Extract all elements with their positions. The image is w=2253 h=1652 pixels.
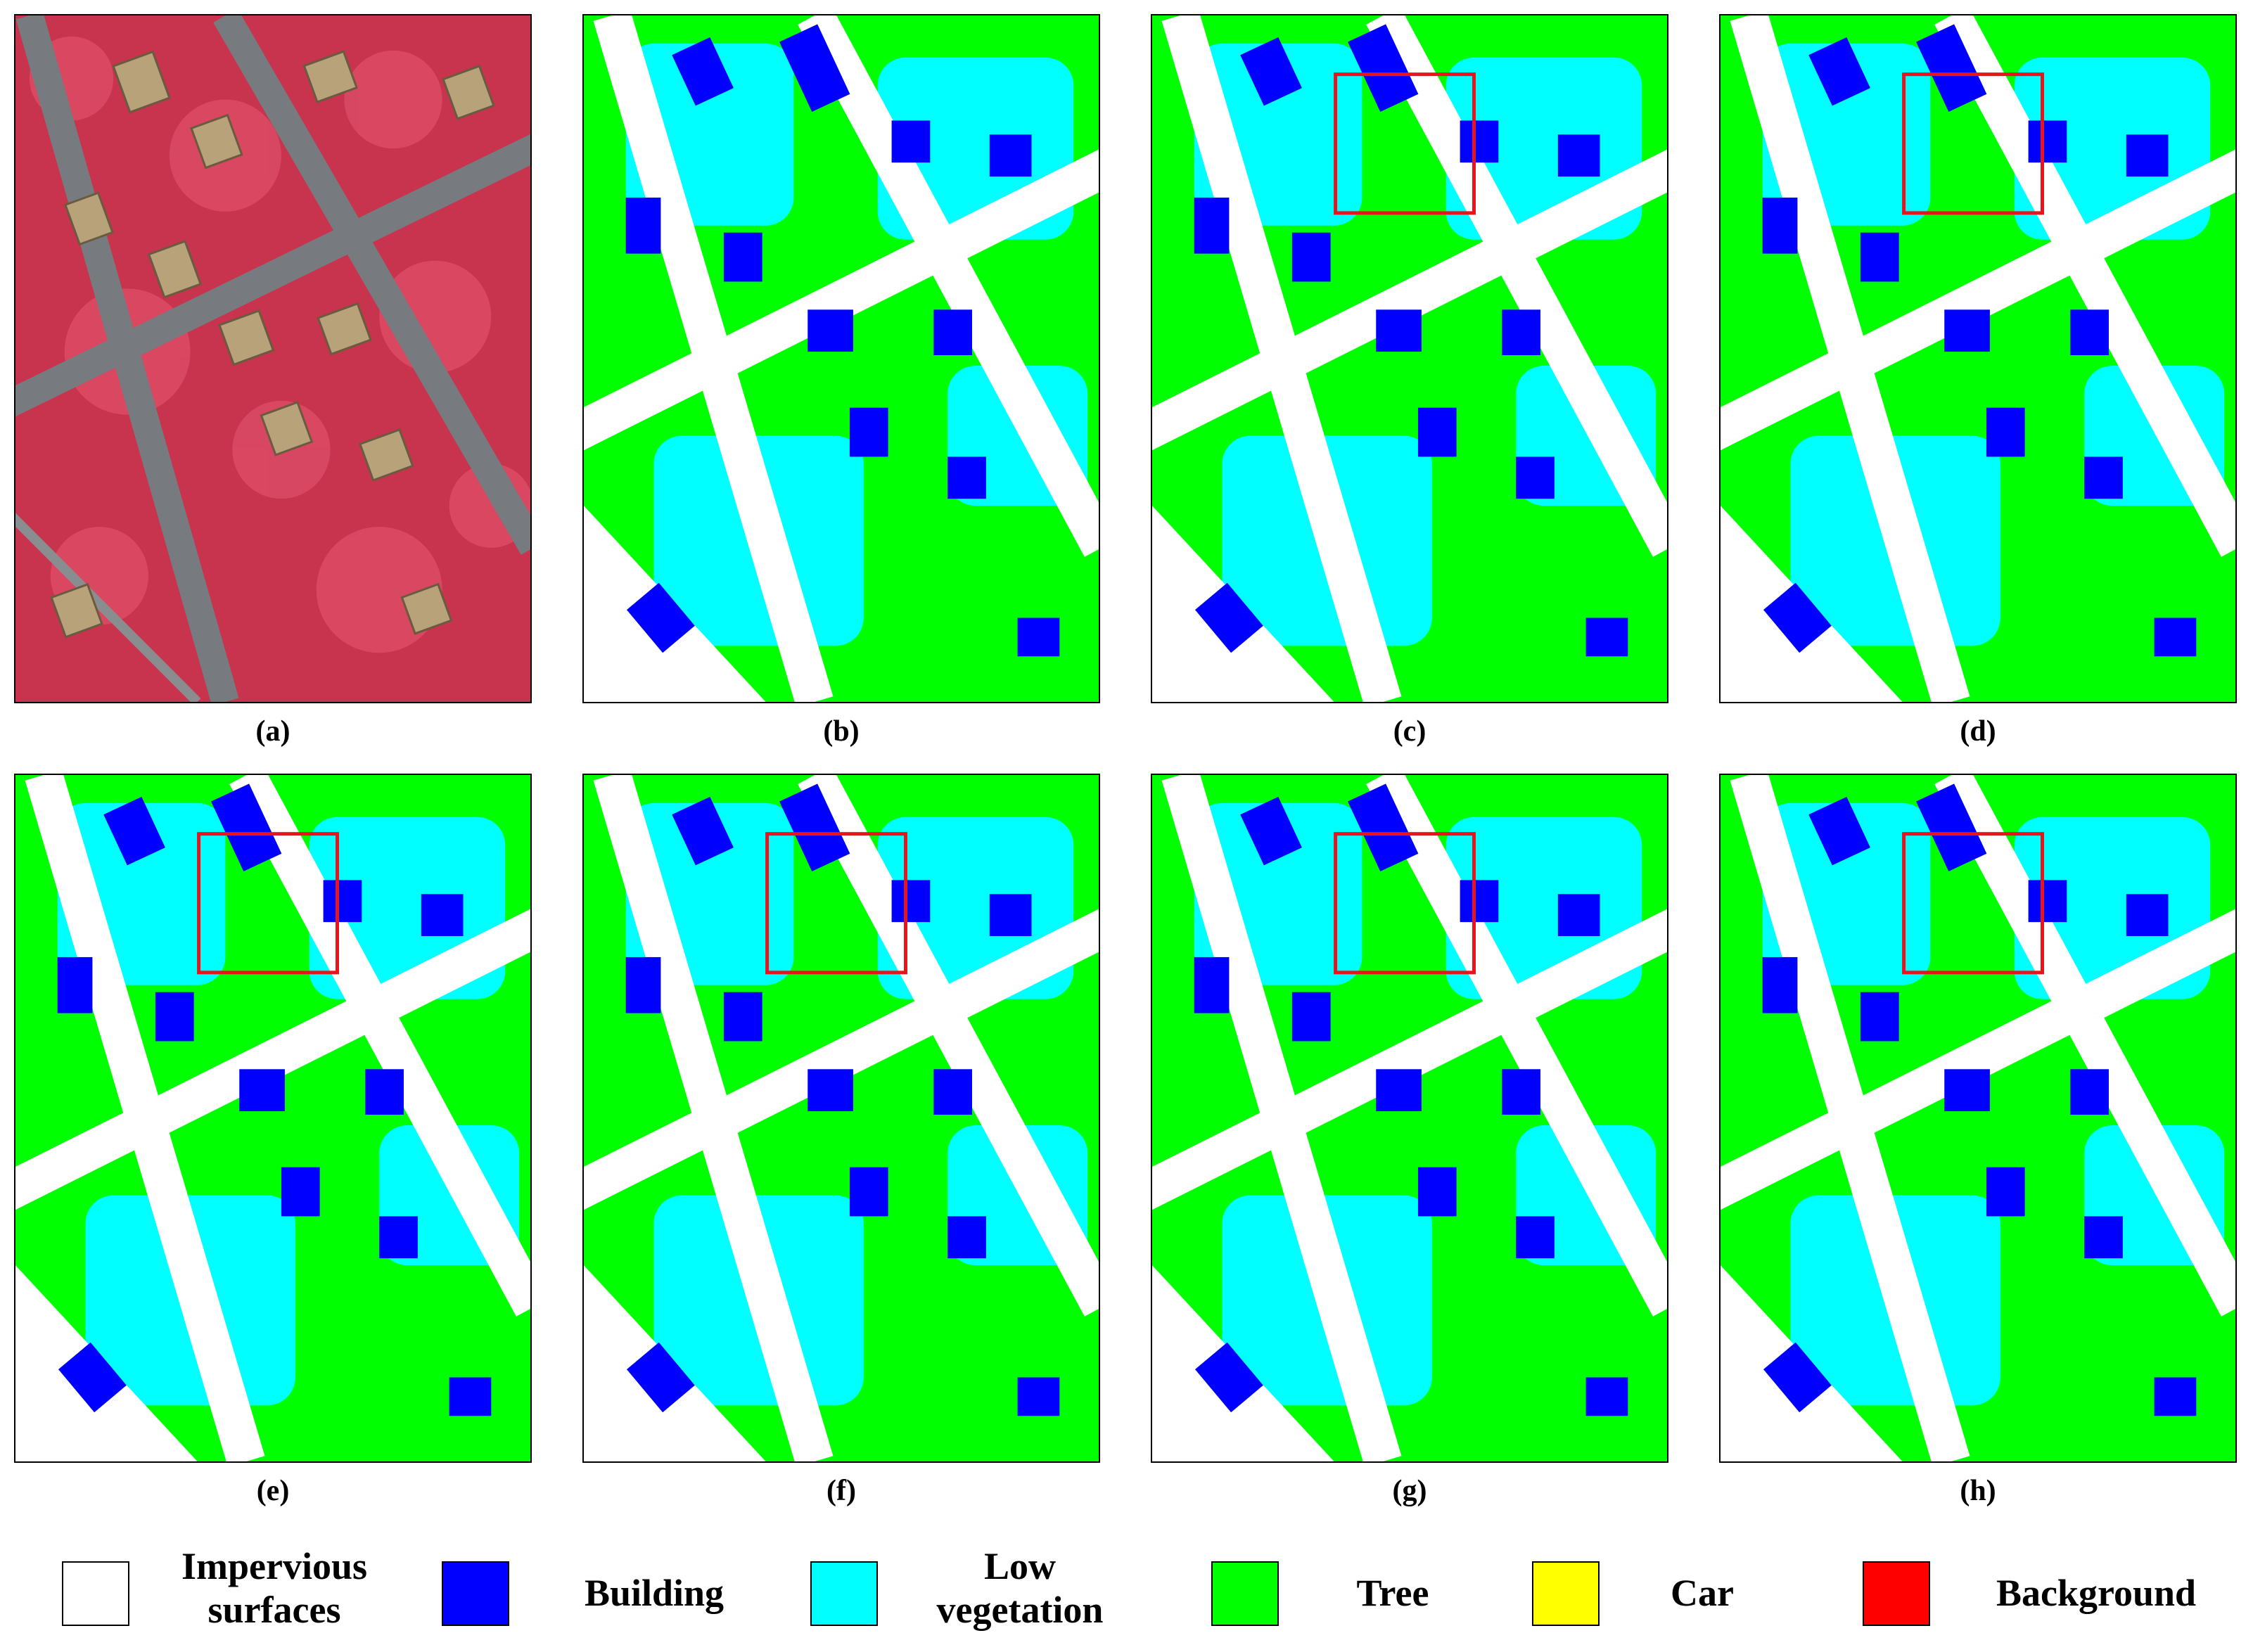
panel-f-segmentation-map bbox=[582, 774, 1100, 1463]
highlight-box bbox=[197, 832, 339, 975]
panel-caption: (e) bbox=[256, 1475, 290, 1507]
highlight-box bbox=[765, 832, 907, 975]
segmentation-map bbox=[584, 15, 1099, 702]
segmentation-map bbox=[1152, 775, 1667, 1461]
legend-label-car: Car bbox=[1671, 1572, 1734, 1614]
legend-swatch-impervious-surfaces bbox=[62, 1561, 129, 1626]
panel-h-segmentation-map bbox=[1719, 774, 2237, 1463]
panel-e-segmentation-map bbox=[14, 774, 532, 1463]
panel-caption: (c) bbox=[1393, 715, 1427, 748]
panel-b-segmentation-map bbox=[582, 14, 1100, 703]
legend-label-background: Background bbox=[1996, 1572, 2197, 1614]
legend-swatch-tree bbox=[1211, 1561, 1279, 1626]
panel-caption: (a) bbox=[255, 715, 291, 748]
segmentation-map bbox=[15, 775, 530, 1461]
panel-a-aerial-image bbox=[14, 14, 532, 703]
highlight-box bbox=[1902, 832, 2044, 975]
panel-g-segmentation-map bbox=[1151, 774, 1668, 1463]
segmentation-map bbox=[584, 775, 1099, 1461]
panel-c-segmentation-map bbox=[1151, 14, 1668, 703]
legend-swatch-building bbox=[442, 1561, 509, 1626]
aerial-image bbox=[15, 15, 530, 702]
panel-caption: (b) bbox=[823, 715, 860, 748]
segmentation-map bbox=[1152, 15, 1667, 702]
legend-swatch-car bbox=[1532, 1561, 1600, 1626]
panel-caption: (g) bbox=[1392, 1475, 1427, 1507]
segmentation-map bbox=[1721, 775, 2235, 1461]
panel-caption: (f) bbox=[826, 1475, 856, 1507]
legend-swatch-low-vegetation bbox=[810, 1561, 878, 1626]
legend-label-tree: Tree bbox=[1356, 1572, 1429, 1614]
legend-label-low-vegetation: Low vegetation bbox=[936, 1545, 1104, 1631]
legend-label-impervious-surfaces: Impervious surfaces bbox=[181, 1545, 367, 1631]
highlight-box bbox=[1902, 72, 2044, 215]
highlight-box bbox=[1334, 832, 1476, 975]
panel-caption: (d) bbox=[1960, 715, 1996, 748]
segmentation-map bbox=[1721, 15, 2235, 702]
legend-label-building: Building bbox=[584, 1572, 725, 1614]
legend-swatch-background bbox=[1863, 1561, 1930, 1626]
panel-caption: (h) bbox=[1960, 1475, 1996, 1507]
panel-d-segmentation-map bbox=[1719, 14, 2237, 703]
highlight-box bbox=[1334, 72, 1476, 215]
